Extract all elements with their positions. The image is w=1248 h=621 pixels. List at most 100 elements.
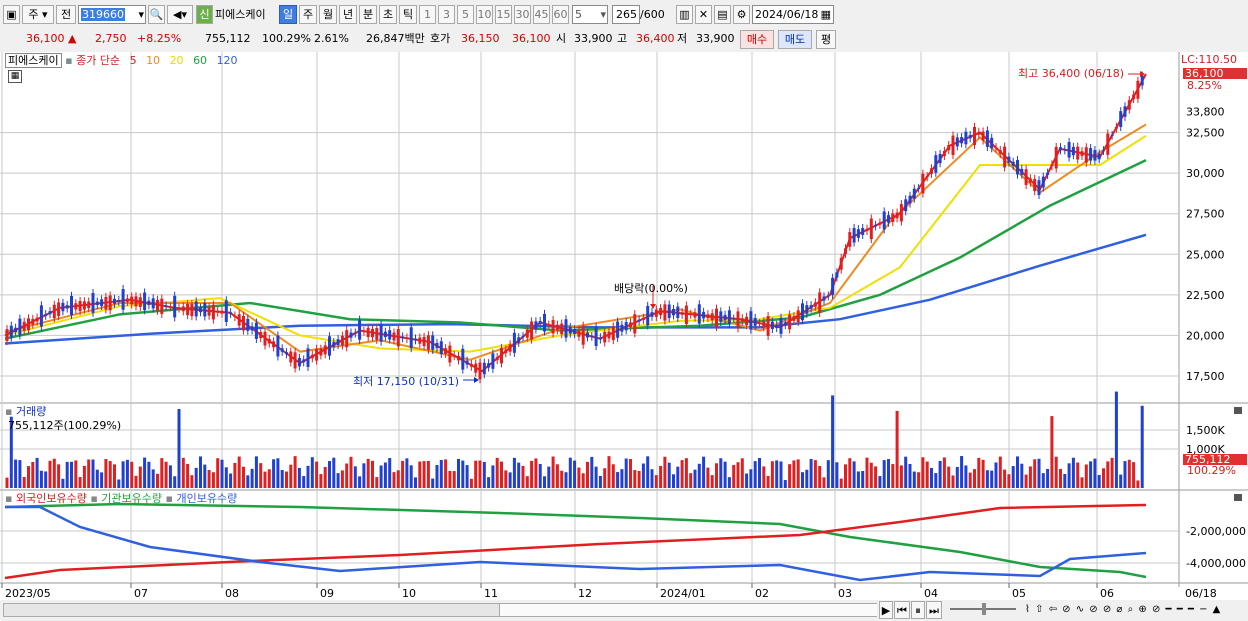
- calendar-icon[interactable]: ▦: [820, 8, 831, 21]
- first-page-icon[interactable]: ⏮: [894, 601, 910, 619]
- custom-interval-select[interactable]: 5 ▾: [572, 5, 608, 24]
- individual-holding-label[interactable]: 개인보유수량: [176, 492, 238, 505]
- date-input[interactable]: 2024/06/18 ▦: [752, 5, 834, 24]
- tab-minute[interactable]: 분: [359, 5, 377, 24]
- tab-month[interactable]: 월: [319, 5, 337, 24]
- volume-bar: [362, 463, 366, 488]
- candle-body: [310, 354, 314, 359]
- volume-bar: [887, 459, 890, 488]
- zoom-slider-handle[interactable]: [982, 603, 986, 615]
- pause-icon[interactable]: ⏸: [911, 601, 925, 619]
- close-pane-icon[interactable]: [1234, 494, 1242, 501]
- stock-code-input[interactable]: 319660 ▾: [78, 5, 146, 24]
- volume-bar: [551, 456, 555, 488]
- volume-bar: [229, 473, 233, 488]
- close-pane-icon[interactable]: [1234, 407, 1242, 414]
- candle-body: [1003, 146, 1007, 168]
- volume-bar: [414, 477, 417, 488]
- chart-canvas[interactable]: 32,500 30,000 27,500 25,000 22,500 20,000 17,5…: [0, 52, 1248, 621]
- chevron-down-icon[interactable]: ▾: [600, 8, 606, 21]
- prev-button[interactable]: 전: [56, 5, 76, 24]
- chevron-down-icon[interactable]: ▾: [138, 8, 144, 21]
- volume-bar: [594, 466, 598, 488]
- volume-bar: [990, 470, 994, 488]
- volume-bar: [61, 478, 65, 488]
- period-select-button[interactable]: 주 ▾: [22, 5, 54, 24]
- interval-5[interactable]: 5: [457, 5, 474, 24]
- candle-body: [65, 305, 69, 309]
- indicator-label[interactable]: 종가 단순: [76, 54, 121, 67]
- tab-year[interactable]: 년: [339, 5, 357, 24]
- volume-value-label: 755,112주(100.29%): [8, 419, 122, 432]
- drawing-tools-icon[interactable]: ⌇ ⇧ ⇦ ⊘ ∿ ⊘ ⊘ ⌀ ⌕ ⊕ ⊘ ━ ━ ━ − ▲: [1025, 604, 1222, 615]
- candle-body: [861, 228, 865, 235]
- volume-bar: [702, 456, 706, 488]
- candle-body: [758, 323, 761, 325]
- tab-week[interactable]: 주: [299, 5, 317, 24]
- candle-body: [134, 296, 138, 307]
- volume-bar: [930, 467, 933, 488]
- interval-30[interactable]: 30: [514, 5, 531, 24]
- volume-bar: [629, 459, 632, 488]
- tab-second[interactable]: 초: [379, 5, 397, 24]
- candle-body: [637, 319, 641, 322]
- candle-body: [224, 300, 228, 322]
- volume-bar: [1132, 462, 1136, 488]
- interval-10[interactable]: 10: [476, 5, 493, 24]
- volume-bar: [616, 472, 620, 488]
- tab-tick[interactable]: 틱: [399, 5, 417, 24]
- volume-bar: [538, 463, 542, 488]
- candle-body: [874, 224, 878, 227]
- buy-button[interactable]: 매수: [740, 30, 774, 49]
- interval-60[interactable]: 60: [552, 5, 569, 24]
- candle-body: [323, 345, 327, 355]
- candle-body: [818, 292, 822, 313]
- scroll-right-icon[interactable]: ▶: [879, 601, 893, 619]
- new-badge[interactable]: 신: [196, 5, 213, 24]
- volume-legend: ▪ 거래량: [5, 405, 46, 418]
- count-input[interactable]: 265: [612, 5, 640, 24]
- volume-bar: [1020, 463, 1024, 488]
- save-icon[interactable]: ▤: [714, 5, 731, 24]
- gear-icon[interactable]: ⚙: [733, 5, 750, 24]
- volume-bar: [758, 458, 761, 488]
- candle-body: [831, 277, 835, 296]
- interval-1[interactable]: 1: [419, 5, 436, 24]
- candle-body: [194, 301, 198, 317]
- crosshair-icon[interactable]: ✕: [695, 5, 712, 24]
- stock-legend-label[interactable]: 피에스케이: [5, 53, 62, 68]
- search-icon[interactable]: 🔍: [148, 5, 165, 24]
- average-button[interactable]: 평: [816, 30, 836, 49]
- tab-day[interactable]: 일: [279, 5, 297, 24]
- volume-bar: [637, 471, 641, 488]
- candle-body: [1067, 142, 1071, 158]
- scroll-thumb[interactable]: [499, 604, 877, 616]
- candle-type-icon[interactable]: ▥: [676, 5, 693, 24]
- last-page-icon[interactable]: ⏭: [926, 601, 942, 619]
- interval-45[interactable]: 45: [533, 5, 550, 24]
- chart-area[interactable]: 32,500 30,000 27,500 25,000 22,500 20,000 17,5…: [0, 52, 1248, 621]
- volume-tick-label: 1,000K: [1186, 443, 1225, 456]
- scroll-track[interactable]: [3, 603, 877, 617]
- interval-3[interactable]: 3: [438, 5, 455, 24]
- candle-body: [48, 311, 52, 315]
- x-axis-label: 03: [838, 587, 852, 600]
- candle-body: [891, 213, 895, 223]
- institution-holding-label[interactable]: 기관보유수량: [101, 492, 163, 505]
- volume-bar: [783, 480, 787, 488]
- volume-bar: [1011, 466, 1015, 488]
- candle-body: [1097, 153, 1101, 160]
- window-menu-icon[interactable]: ▣: [3, 5, 20, 24]
- candle-body: [1110, 135, 1114, 137]
- speaker-icon[interactable]: ◀▾: [167, 5, 193, 24]
- foreign-holding-label[interactable]: 외국인보유수량: [15, 492, 87, 505]
- volume-title[interactable]: 거래량: [15, 405, 47, 418]
- volume-bar: [452, 471, 456, 488]
- candle-body: [487, 363, 491, 368]
- volume-bar: [27, 466, 30, 488]
- sell-button[interactable]: 매도: [778, 30, 812, 49]
- table-icon[interactable]: ▦: [8, 70, 22, 83]
- price-tick-label: 32,500: [1186, 127, 1225, 140]
- interval-15[interactable]: 15: [495, 5, 512, 24]
- candle-body: [680, 312, 684, 315]
